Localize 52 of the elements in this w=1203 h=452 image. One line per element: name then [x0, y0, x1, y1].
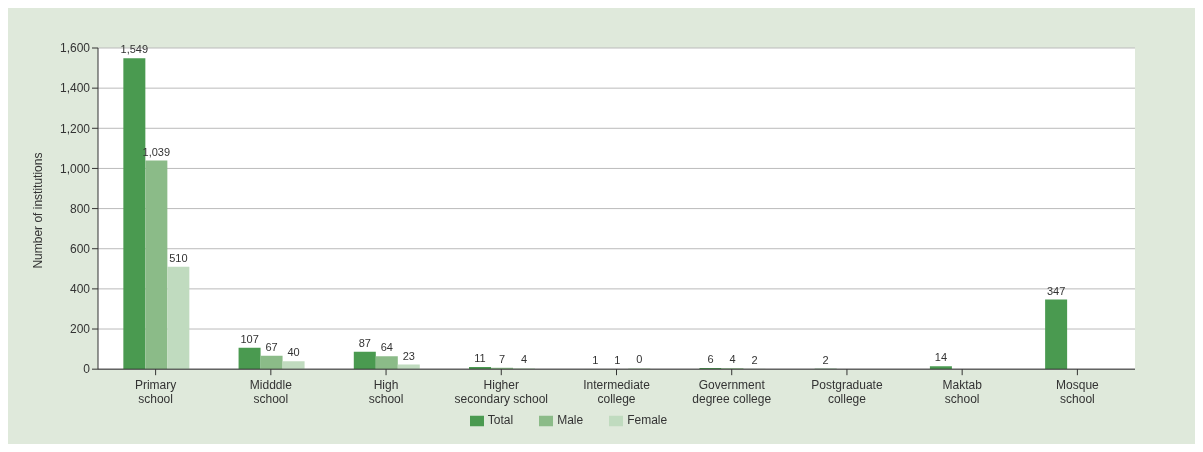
data-label: 347: [1046, 284, 1066, 297]
bar: [469, 366, 492, 370]
x-tick-label: Intermediate college: [583, 378, 651, 407]
bar: [929, 366, 952, 370]
x-tick-label: Higher secondary school: [454, 378, 548, 407]
y-tick-label: 200: [69, 322, 91, 337]
bar: [353, 351, 376, 370]
x-tick-label: Primary school: [134, 378, 177, 407]
y-tick-label: 400: [69, 282, 91, 297]
data-label: 40: [287, 346, 300, 359]
x-tick-label: Government degree college: [692, 378, 772, 407]
bar: [260, 355, 283, 370]
y-tick-label: 600: [69, 241, 91, 256]
y-tick-label: 1,400: [59, 81, 91, 96]
x-tick-label: Midddle school: [249, 378, 293, 407]
data-label: 0: [636, 353, 643, 366]
data-label: 1: [592, 353, 599, 366]
legend-label: Male: [557, 413, 584, 428]
x-tick-label: Postgraduate college: [811, 378, 883, 407]
x-tick-label: Maktab school: [942, 378, 983, 407]
data-label: 6: [707, 352, 714, 365]
data-label: 4: [520, 353, 528, 366]
bar: [238, 347, 261, 370]
bar: [1045, 299, 1068, 370]
data-label: 7: [498, 352, 506, 365]
legend-label: Total: [487, 413, 514, 428]
data-label: 1: [614, 353, 621, 366]
data-label: 2: [822, 353, 829, 366]
x-tick-label: High school: [368, 378, 404, 407]
bar: [167, 266, 190, 370]
data-label: 2: [751, 353, 758, 366]
legend-label: Female: [627, 413, 668, 428]
data-label: 14: [934, 351, 948, 364]
data-label: 1,549: [120, 43, 149, 56]
x-tick-label: Mosque school: [1056, 378, 1100, 407]
data-label: 510: [169, 251, 188, 264]
y-tick-label: 1,600: [59, 41, 91, 56]
bar: [145, 160, 168, 370]
data-label: 87: [358, 336, 371, 349]
data-label: 107: [240, 332, 259, 345]
data-label: 4: [729, 353, 736, 366]
y-tick-label: 1,200: [59, 121, 91, 136]
y-axis-title: Number of institutions: [31, 152, 46, 269]
data-label: 64: [380, 341, 393, 354]
data-label: 67: [265, 340, 278, 353]
data-label: 11: [474, 351, 486, 364]
y-tick-label: 800: [69, 201, 91, 216]
y-tick-label: 0: [83, 362, 91, 377]
y-tick-label: 1,000: [59, 161, 91, 176]
bar: [282, 361, 305, 370]
data-label: 23: [402, 349, 415, 362]
bar: [375, 356, 398, 370]
